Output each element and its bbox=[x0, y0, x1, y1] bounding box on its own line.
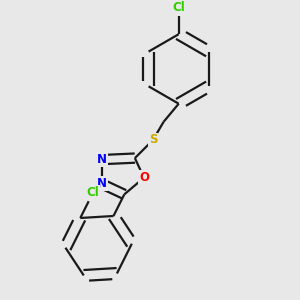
Text: Cl: Cl bbox=[172, 1, 185, 13]
Text: O: O bbox=[139, 171, 149, 184]
Text: S: S bbox=[149, 134, 157, 146]
Text: N: N bbox=[97, 153, 107, 166]
Text: N: N bbox=[97, 177, 107, 190]
Text: Cl: Cl bbox=[87, 186, 99, 199]
